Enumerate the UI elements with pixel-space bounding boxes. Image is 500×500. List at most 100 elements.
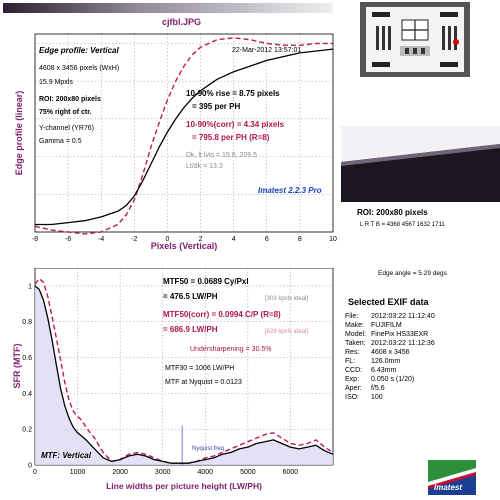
x-tick-label: 6 <box>265 236 269 243</box>
exif-title: Selected EXIF data <box>348 297 429 307</box>
edge-info-line-2: 15.9 Mpxls <box>39 79 73 86</box>
x-tick-label: 1000 <box>70 469 86 476</box>
roi-crop-image <box>341 126 500 202</box>
mtf-fill-area <box>35 285 333 465</box>
x-tick-label: 2 <box>199 236 203 243</box>
x-tick-label: 8 <box>298 236 302 243</box>
test-chart-image <box>366 7 464 72</box>
y-tick-label: 0.4 <box>22 391 32 398</box>
imatest-logo-text: Imatest <box>434 483 463 492</box>
x-tick-label: 4000 <box>197 469 213 476</box>
mtf50corr-text: MTF50(corr) = 0.0994 C/P (R=8) <box>163 310 281 319</box>
exif-value: 100 <box>371 394 383 401</box>
test-chart-thumbnail <box>360 2 470 77</box>
edge-rise-text: 10-90% rise = 8.75 pixels <box>186 89 280 98</box>
x-tick-label: -6 <box>65 236 71 243</box>
x-tick-label: 0 <box>165 236 169 243</box>
exif-value: 2012:03:22 11:12:36 <box>371 340 435 347</box>
edge-angle: Edge angle = 5.29 degs <box>378 270 447 277</box>
nyquist-label: Nyquist freq <box>192 446 225 452</box>
y-tick-label: 1 <box>28 283 32 290</box>
mtf50-ideal-text: [303 kpxls ideal] <box>265 296 309 302</box>
undersharpening-text: Undersharpening = 30.5% <box>190 346 272 353</box>
roi-coordinates: L R T B = 4368 4567 1632 1711 <box>360 222 445 228</box>
exif-key: Make: <box>345 322 365 329</box>
imatest-version: Imatest 2.2.3 Pro <box>258 186 322 195</box>
mtf-nyquist-text: MTF at Nyquist = 0.0123 <box>165 379 242 386</box>
corrected-curve <box>34 278 334 464</box>
exif-key: Aper: <box>345 385 362 392</box>
mtf-chart: 0 1000 2000 3000 4000 5000 600000.20.40.60.81 … <box>12 268 334 491</box>
edge-channel-line-1: Y-channel (YR76) <box>39 125 94 132</box>
exif-value: 2012:03:22 11:12:40 <box>371 313 435 320</box>
grayscale-strip <box>3 3 333 13</box>
edge-grid <box>35 34 334 232</box>
exif-key: Taken: <box>345 340 366 347</box>
exif-key: Exp: <box>345 376 360 383</box>
exif-key: File: <box>345 313 359 320</box>
edge-corr-ph-text: = 795.8 per PH (R=8) <box>192 133 270 142</box>
y-tick-label: 0.6 <box>22 355 32 362</box>
exif-value: FUJIFILM <box>371 322 402 329</box>
exif-key: FL: <box>345 358 356 365</box>
x-tick-label: -4 <box>98 236 104 243</box>
edge-ratio-text: Lt/dk = 13.3 <box>186 163 223 170</box>
y-tick-label: 0.2 <box>22 427 32 434</box>
mtf-panel-title: MTF: Vertical <box>41 451 91 460</box>
edge-plot-frame <box>34 33 334 233</box>
edge-channel-line-2: Gamma = 0.5 <box>39 138 82 145</box>
x-tick-label: -2 <box>131 236 137 243</box>
corrected-curve <box>34 37 333 235</box>
edge-rise-ph-text: = 395 per PH <box>192 102 241 111</box>
edge-info-line-1: 4608 x 3456 pixels (WxH) <box>39 65 120 72</box>
mtf-y-axis-label: SFR (MTF) <box>12 344 22 389</box>
edge-roi-line-1: ROI: 200x80 pixels <box>39 96 101 103</box>
roi-title: ROI: 200x80 pixels <box>357 208 428 217</box>
exif-key: Model: <box>345 331 367 338</box>
x-tick-label: 4 <box>232 236 236 243</box>
imatest-logo-icon <box>428 460 476 495</box>
edge-x-axis-label: Pixels (Vertical) <box>151 241 218 251</box>
y-tick-label: 0.8 <box>22 319 32 326</box>
edge-corr-text: 10-90%(corr) = 4.34 pixels <box>186 120 285 129</box>
y-tick-label: 0 <box>28 463 32 470</box>
mtf50-text: MTF50 = 0.0689 Cy/Pxl <box>163 277 249 286</box>
exif-key: CCD: <box>345 367 363 374</box>
edge-panel-title: Edge profile: Vertical <box>39 46 119 55</box>
exif-value: f/5.6 <box>371 385 385 392</box>
exif-key: ISO: <box>345 394 360 401</box>
imatest-logo: Imatest <box>428 460 476 495</box>
mtf50corr-ideal-text: [628 kpxls ideal] <box>265 329 309 335</box>
edge-levels-text: Dk, lt lvls = 15.8, 209.5 <box>186 152 258 159</box>
mtf50-lw-text: = 476.5 LW/PH <box>163 292 218 301</box>
mtf-x-axis-label: Line widths per picture height (LW/PH) <box>106 481 262 491</box>
exif-value: 0.050 s (1/20) <box>371 376 415 383</box>
mtf-series <box>34 278 334 464</box>
exif-value: 4608 x 3456 <box>371 349 410 356</box>
edge-ticks: -8 -6 -4 -2 0 2 4 6 8 10 <box>32 236 337 243</box>
edge-timestamp: 22-Mar-2012 13:57:01 <box>232 47 302 54</box>
file-name: cjfbl.JPG <box>162 17 202 27</box>
x-tick-label: -8 <box>32 236 38 243</box>
measured-curve <box>35 48 334 226</box>
x-tick-label: 0 <box>33 469 37 476</box>
mtf-ticks: 0 1000 2000 3000 4000 5000 6000 0 0.2 0.4 0.6 0.8 1 <box>22 283 298 476</box>
edge-roi-line-2: 75% right of ctr. <box>39 109 92 116</box>
exif-key: Res: <box>345 349 360 356</box>
exif-value: 6.43mm <box>371 367 397 374</box>
exif-value: 126.0mm <box>371 358 401 365</box>
x-tick-label: 5000 <box>240 469 256 476</box>
edge-y-axis-label: Edge profile (linear) <box>14 91 24 176</box>
x-tick-label: 3000 <box>155 469 171 476</box>
mtf-grid <box>35 268 333 465</box>
x-tick-label: 10 <box>329 236 337 243</box>
exif-value: FinePix HS33EXR <box>371 331 429 338</box>
mtf30-text: MTF30 = 1006 LW/PH <box>165 365 235 372</box>
edge-series <box>34 37 334 235</box>
edge-profile-chart: -8 -6 -4 -2 0 2 4 6 8 10 Pixels (Vertical) Edge p… <box>14 33 337 251</box>
mtf-area <box>35 285 333 465</box>
x-tick-label: 6000 <box>283 469 299 476</box>
measured-curve <box>34 285 334 464</box>
mtf50corr-lw-text: = 686.9 LW/PH <box>163 325 218 334</box>
x-tick-label: 2000 <box>112 469 128 476</box>
